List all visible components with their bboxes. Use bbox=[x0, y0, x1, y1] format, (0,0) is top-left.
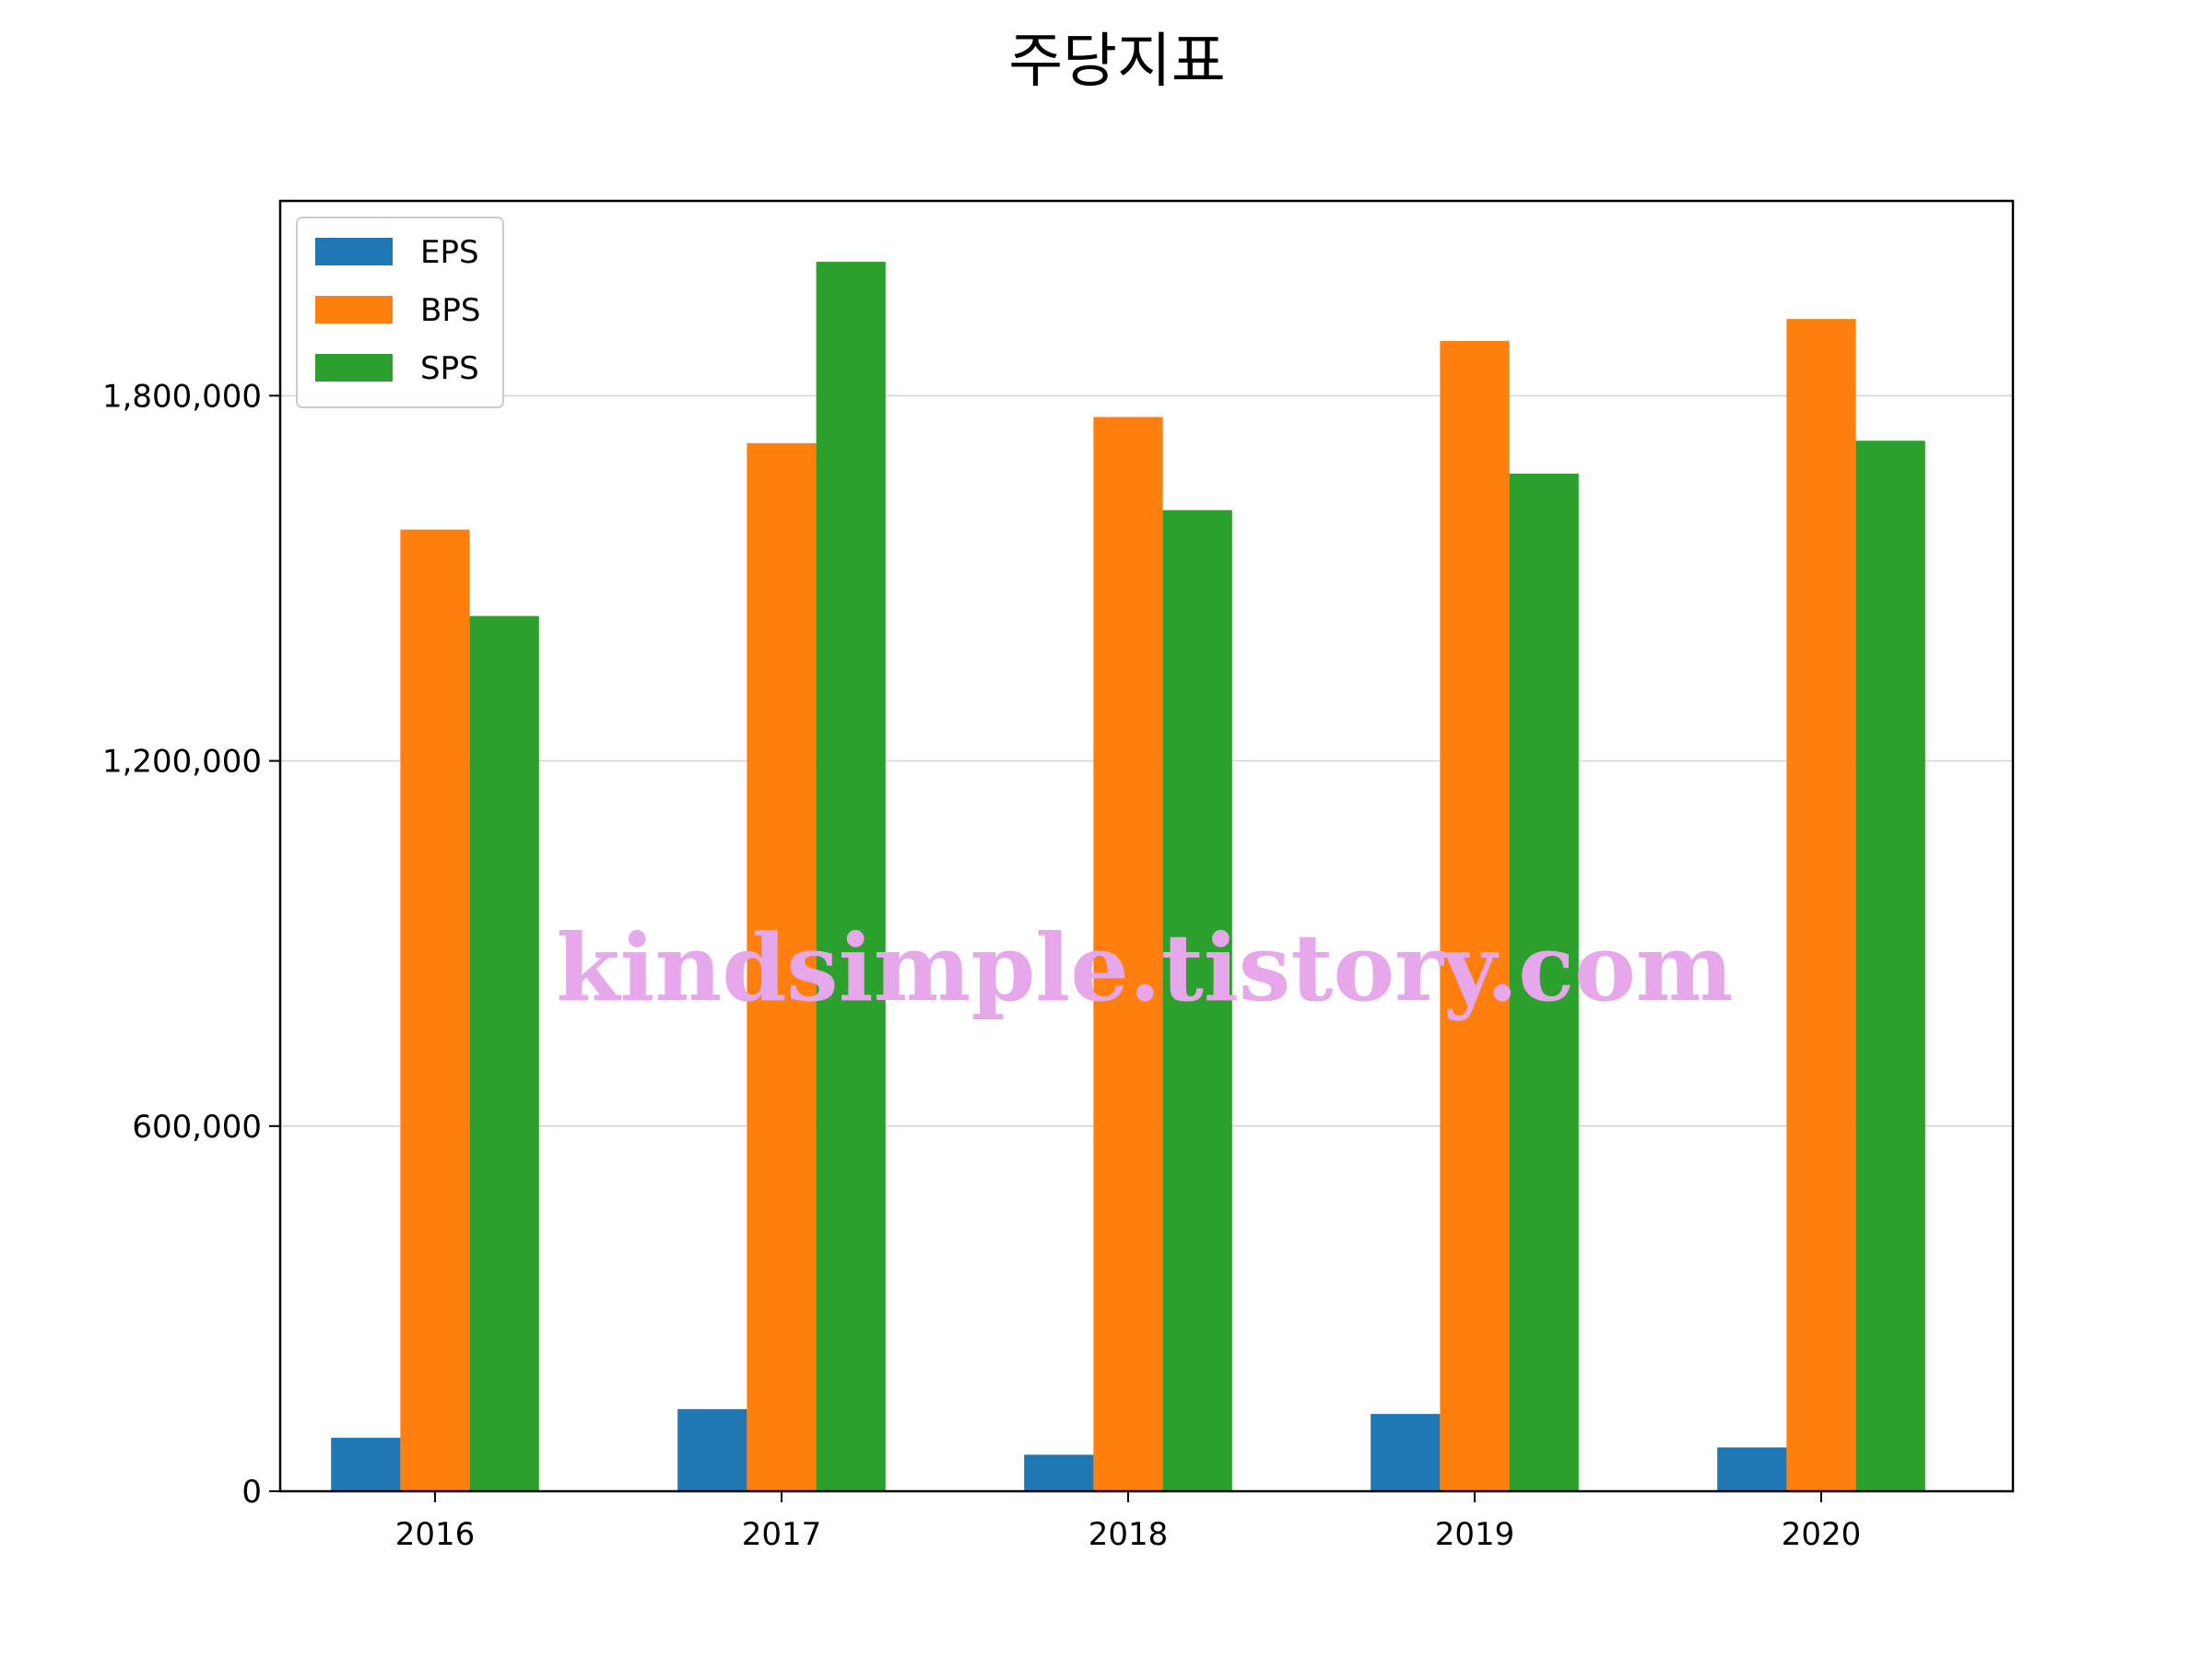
legend-label-bps: BPS bbox=[420, 292, 480, 329]
bar-sps-2020 bbox=[1855, 441, 1925, 1491]
y-tick-label: 1,200,000 bbox=[102, 744, 262, 781]
legend-label-sps: SPS bbox=[420, 350, 479, 387]
bar-eps-2020 bbox=[1717, 1447, 1787, 1491]
bar-bps-2019 bbox=[1440, 340, 1510, 1492]
x-tick-label: 2020 bbox=[1782, 1516, 1862, 1553]
bar-sps-2017 bbox=[816, 262, 886, 1492]
x-tick-label: 2018 bbox=[1088, 1516, 1169, 1553]
y-tick-label: 0 bbox=[241, 1474, 262, 1511]
bar-bps-2017 bbox=[747, 442, 817, 1491]
bar-bps-2016 bbox=[400, 529, 470, 1491]
bar-eps-2017 bbox=[677, 1408, 747, 1491]
x-tick-label: 2019 bbox=[1435, 1516, 1515, 1553]
x-tick-label: 2017 bbox=[742, 1516, 822, 1553]
bar-eps-2016 bbox=[331, 1437, 401, 1491]
bar-eps-2018 bbox=[1024, 1454, 1094, 1491]
bar-bps-2020 bbox=[1786, 319, 1856, 1491]
x-tick-label: 2016 bbox=[395, 1516, 476, 1553]
bars bbox=[331, 262, 1925, 1492]
x-axis: 2016 2017 2018 2019 2020 bbox=[395, 1491, 1862, 1553]
legend-swatch-eps bbox=[315, 238, 393, 265]
watermark: kindsimple.tistory.com bbox=[556, 913, 1733, 1022]
legend-swatch-sps bbox=[315, 354, 393, 382]
legend-label-eps: EPS bbox=[420, 234, 479, 271]
legend: EPS BPS SPS bbox=[296, 217, 504, 408]
bar-sps-2016 bbox=[469, 616, 539, 1491]
y-tick-label: 600,000 bbox=[132, 1109, 262, 1146]
y-tick-label: 1,800,000 bbox=[102, 378, 262, 415]
chart-title: 주당지표 bbox=[1008, 28, 1226, 96]
bar-sps-2018 bbox=[1162, 510, 1232, 1491]
bar-sps-2019 bbox=[1509, 473, 1579, 1491]
y-axis: 0 600,000 1,200,000 1,800,000 bbox=[102, 378, 280, 1511]
legend-swatch-bps bbox=[315, 296, 393, 324]
bar-eps-2019 bbox=[1371, 1414, 1441, 1491]
bar-bps-2018 bbox=[1093, 417, 1163, 1491]
plot-frame bbox=[278, 199, 2015, 1493]
